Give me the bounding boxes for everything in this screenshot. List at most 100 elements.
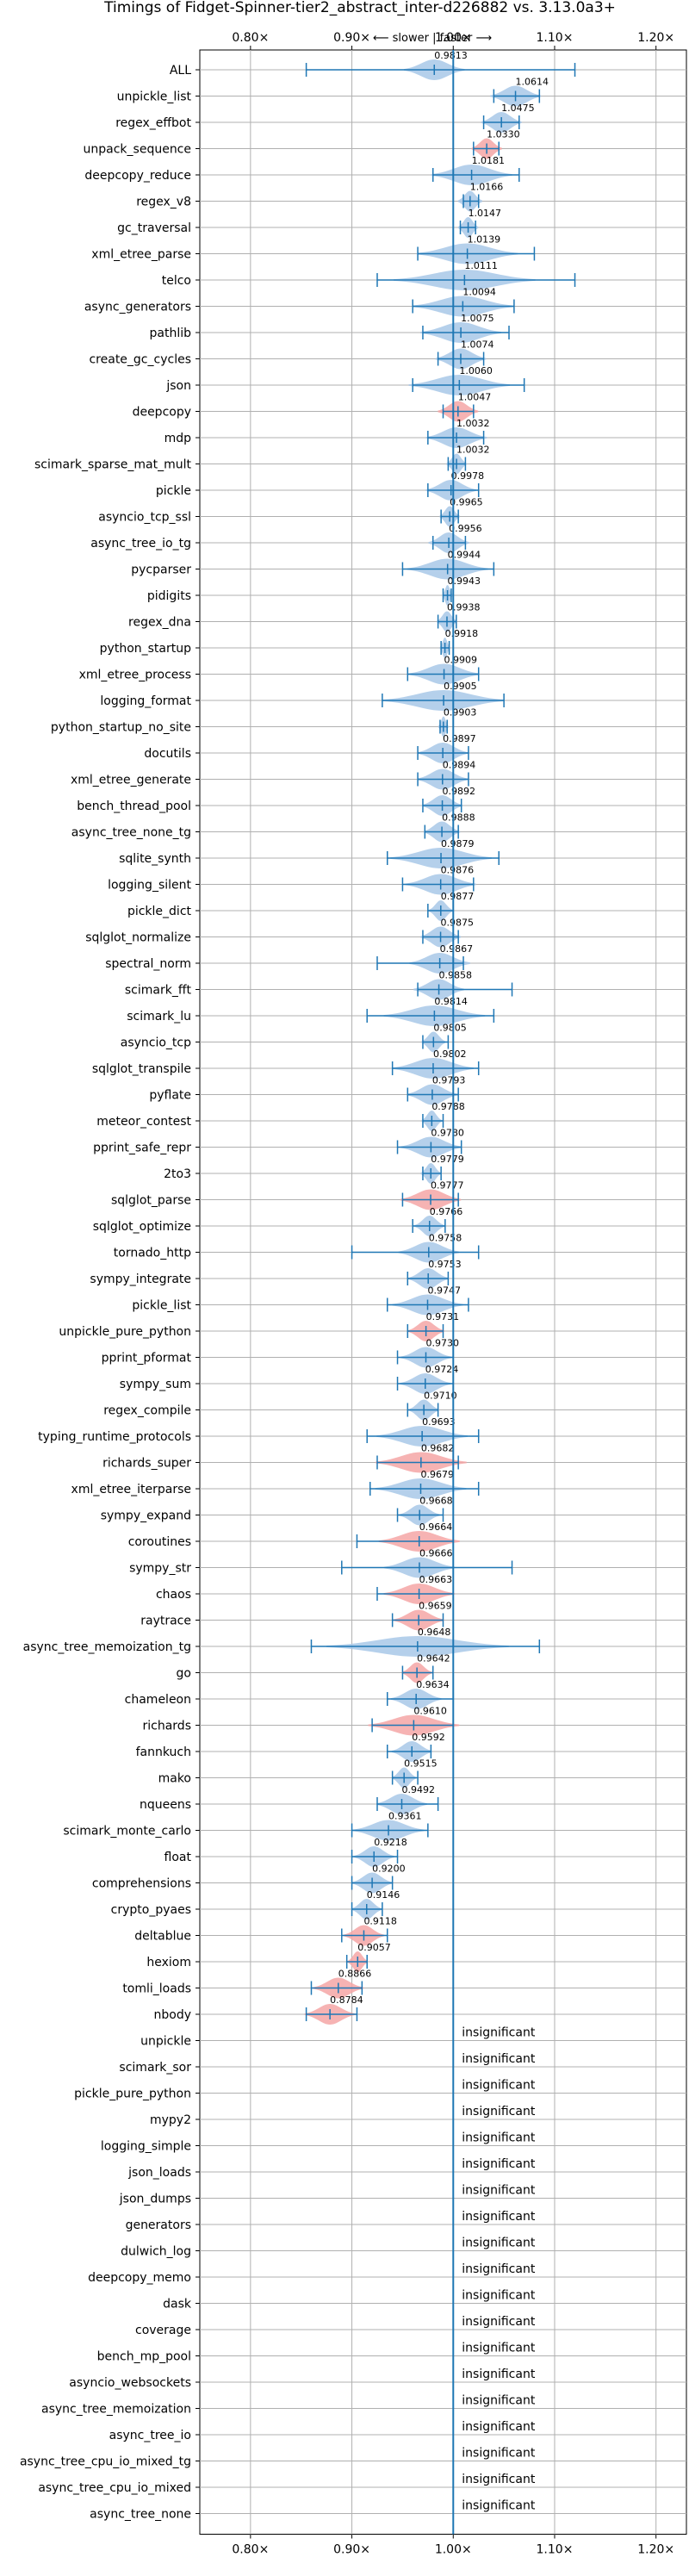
value-label: 0.9877: [441, 891, 475, 902]
benchmark-label: pyflate: [149, 1089, 191, 1103]
value-label: 0.9894: [443, 760, 476, 771]
benchmark-label: deepcopy_memo: [88, 2271, 191, 2285]
benchmark-label: richards: [143, 1720, 192, 1733]
benchmark-label: json: [165, 379, 191, 393]
value-label: 0.9965: [450, 497, 483, 508]
value-label: 1.0147: [469, 208, 502, 219]
benchmark-label: generators: [126, 2218, 191, 2232]
value-label: 0.9724: [425, 1364, 459, 1375]
chart-title: Timings of Fidget-Spinner-tier2_abstract…: [103, 0, 616, 16]
benchmark-label: dulwich_log: [121, 2245, 191, 2259]
value-label: 0.9664: [419, 1521, 453, 1533]
benchmark-label: pathlib: [150, 327, 192, 340]
value-label: 1.0614: [516, 77, 549, 88]
x-tick-label-bottom: 1.20×: [637, 2543, 674, 2557]
benchmark-label: nqueens: [140, 1798, 191, 1812]
value-label: 0.9903: [444, 707, 477, 719]
value-label: 1.0330: [487, 129, 520, 140]
benchmark-label: hexiom: [146, 1956, 191, 1969]
benchmark-label: float: [164, 1851, 192, 1864]
x-tick-label-top: 1.00×: [435, 31, 472, 45]
benchmark-label: async_tree_none_tg: [71, 826, 191, 840]
value-label: 0.9858: [439, 970, 473, 981]
benchmark-label: xml_etree_parse: [91, 248, 191, 262]
benchmark-label: regex_v8: [136, 196, 191, 209]
benchmark-label: xml_etree_process: [79, 669, 191, 682]
value-label: 0.9666: [419, 1548, 453, 1559]
benchmark-label: docutils: [144, 747, 191, 761]
insignificant-label: insignificant: [462, 2026, 536, 2040]
value-label: 1.0074: [461, 339, 494, 351]
benchmark-label: meteor_contest: [96, 1115, 191, 1129]
benchmark-label: unpack_sequence: [84, 143, 191, 157]
value-label: 0.9753: [428, 1259, 462, 1270]
benchmark-label: async_tree_memoization_tg: [23, 1640, 191, 1654]
value-label: 0.9875: [441, 918, 474, 929]
benchmark-label: sqlite_synth: [119, 852, 191, 866]
benchmark-label: regex_dna: [128, 616, 191, 630]
value-label: 0.9118: [363, 1916, 397, 1927]
benchmark-label: asyncio_tcp: [121, 1036, 191, 1050]
benchmark-label: scimark_fft: [125, 984, 192, 998]
value-label: 0.9943: [448, 576, 481, 587]
x-axis: 0.80× 0.80× 0.90× 0.90× 1.00× 1.00× 1.10× 1.10×…: [196, 31, 674, 2557]
value-label: 0.9876: [441, 865, 475, 876]
benchmark-label: chameleon: [125, 1693, 191, 1707]
benchmark-label: mdp: [164, 432, 192, 445]
value-label: 0.9938: [447, 602, 481, 613]
benchmark-label: sqlglot_parse: [111, 1194, 191, 1208]
benchmark-label: create_gc_cycles: [89, 353, 191, 367]
x-tick-label-top: 0.80×: [232, 31, 269, 45]
value-label: 0.9492: [401, 1784, 435, 1795]
value-label: 0.9710: [424, 1391, 456, 1402]
insignificant-label: insignificant: [462, 2079, 536, 2093]
benchmark-label: asyncio_websockets: [69, 2376, 191, 2390]
value-label: 0.9668: [419, 1496, 452, 1507]
benchmark-label: gc_traversal: [117, 221, 191, 235]
insignificant-label: insignificant: [462, 2420, 536, 2434]
x-tick-label-bottom: 0.80×: [232, 2543, 269, 2557]
benchmark-label: 2to3: [164, 1167, 191, 1181]
value-label: 0.9918: [445, 628, 479, 639]
insignificant-label: insignificant: [462, 2157, 536, 2171]
x-tick-label-top: 1.10×: [537, 31, 574, 45]
value-label: 1.0047: [458, 392, 492, 403]
insignificant-label: insignificant: [462, 2499, 536, 2513]
benchmark-label: asyncio_tcp_ssl: [98, 511, 191, 525]
value-label: 0.9814: [434, 996, 468, 1007]
value-label: 1.0111: [464, 260, 498, 271]
benchmark-label: async_tree_cpu_io_mixed_tg: [20, 2455, 191, 2469]
benchmark-label: sympy_sum: [120, 1378, 191, 1391]
benchmark-label: pycparser: [131, 563, 191, 577]
direction-annotation: ⟵ slower | faster ⟶: [373, 32, 492, 45]
benchmark-label: deepcopy_reduce: [84, 169, 191, 183]
value-label: 1.0475: [501, 103, 535, 114]
value-label: 0.9200: [372, 1864, 406, 1875]
benchmark-label: fannkuch: [136, 1745, 191, 1759]
x-tick-label-top: 0.90×: [333, 31, 370, 45]
value-label: 0.9892: [443, 786, 476, 797]
benchmark-label: telco: [162, 274, 191, 288]
insignificant-label: insignificant: [462, 2131, 536, 2145]
benchmark-label: sympy_expand: [101, 1509, 191, 1523]
benchmark-label: spectral_norm: [105, 957, 191, 971]
benchmark-label: scimark_monte_carlo: [63, 1825, 191, 1839]
value-label: 0.8866: [338, 1969, 372, 1980]
benchmark-label: sqlglot_normalize: [85, 931, 191, 945]
x-tick-label-top: 1.20×: [637, 31, 674, 45]
benchmark-label: go: [177, 1667, 191, 1681]
benchmark-label: coverage: [135, 2324, 191, 2337]
value-label: 0.9730: [425, 1338, 459, 1349]
value-label: 0.9642: [417, 1653, 450, 1664]
violin-marks: 0.9813 1.0614 1.0475 1.0330 1.0181 1.0166 1.01…: [304, 50, 576, 2535]
benchmark-label: logging_format: [100, 694, 191, 708]
value-label: 0.9879: [441, 838, 475, 849]
benchmark-labels: ALL unpickle_list regex_effbot unpack_seque…: [20, 64, 192, 2522]
value-label: 1.0032: [456, 418, 490, 429]
value-label: 0.9956: [449, 523, 482, 534]
value-label: 0.9679: [420, 1469, 454, 1480]
insignificant-label: insignificant: [462, 2184, 536, 2198]
x-tick-label-bottom: 0.90×: [333, 2543, 370, 2557]
